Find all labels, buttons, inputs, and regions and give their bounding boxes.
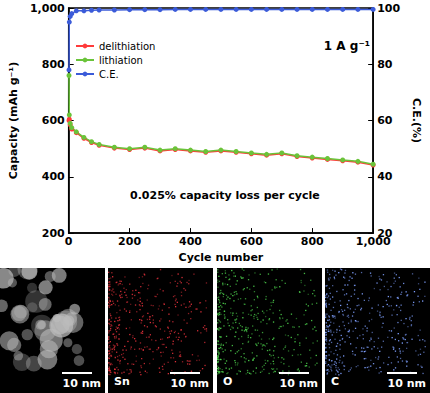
svg-text:20: 20 xyxy=(377,226,393,240)
svg-text:10 nm: 10 nm xyxy=(388,377,426,390)
svg-text:40: 40 xyxy=(377,170,393,183)
svg-text:800: 800 xyxy=(301,235,324,248)
svg-text:Capacity (mAh g⁻¹): Capacity (mAh g⁻¹) xyxy=(7,62,20,180)
svg-text:600: 600 xyxy=(240,235,263,248)
svg-text:O: O xyxy=(223,375,232,388)
svg-text:200: 200 xyxy=(118,235,141,248)
svg-text:delithiation: delithiation xyxy=(99,41,155,52)
svg-text:800: 800 xyxy=(42,58,65,71)
svg-text:lithiation: lithiation xyxy=(99,55,143,66)
svg-text:400: 400 xyxy=(179,235,202,248)
svg-text:C.E.(%): C.E.(%) xyxy=(410,98,423,143)
svg-text:0: 0 xyxy=(65,235,73,248)
svg-text:0.025% capacity loss per cycle: 0.025% capacity loss per cycle xyxy=(130,189,320,202)
svg-text:600: 600 xyxy=(42,114,65,127)
svg-text:1 A g⁻¹: 1 A g⁻¹ xyxy=(324,39,370,53)
svg-text:C.E.: C.E. xyxy=(99,69,119,80)
svg-text:10 nm: 10 nm xyxy=(279,377,317,390)
svg-text:10 nm: 10 nm xyxy=(171,377,209,390)
svg-text:10 nm: 10 nm xyxy=(63,377,101,390)
svg-text:400: 400 xyxy=(42,170,65,183)
svg-text:80: 80 xyxy=(377,58,393,71)
svg-text:Sn: Sn xyxy=(114,375,130,388)
svg-text:100: 100 xyxy=(377,2,400,15)
svg-text:Cycle number: Cycle number xyxy=(179,251,264,264)
svg-text:C: C xyxy=(331,375,339,388)
svg-text:1,000: 1,000 xyxy=(30,2,65,15)
svg-text:200: 200 xyxy=(42,227,65,240)
svg-text:60: 60 xyxy=(377,114,393,127)
svg-text:1,000: 1,000 xyxy=(356,235,391,248)
